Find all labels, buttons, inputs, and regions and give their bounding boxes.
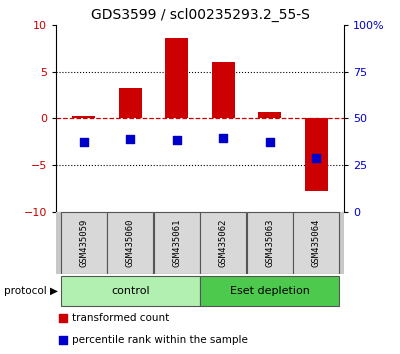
Text: GSM435059: GSM435059 [79, 219, 88, 267]
Text: GSM435063: GSM435063 [265, 219, 274, 267]
Point [174, 137, 180, 143]
Point [60, 337, 66, 343]
Text: Eset depletion: Eset depletion [230, 286, 310, 296]
Point [313, 155, 319, 160]
Title: GDS3599 / scl00235293.2_55-S: GDS3599 / scl00235293.2_55-S [90, 8, 310, 22]
Point [81, 139, 87, 145]
Point [60, 315, 66, 321]
Text: protocol ▶: protocol ▶ [4, 286, 58, 296]
Bar [247, 212, 293, 274]
Text: percentile rank within the sample: percentile rank within the sample [72, 335, 248, 345]
Point [220, 135, 226, 141]
Bar [72, 115, 96, 118]
Bar [119, 88, 142, 118]
Bar [200, 276, 339, 306]
Text: control: control [111, 286, 150, 296]
Point [127, 136, 134, 142]
Bar [61, 276, 200, 306]
Bar [258, 112, 281, 118]
Bar [154, 212, 200, 274]
Bar [293, 212, 339, 274]
Text: GSM435062: GSM435062 [219, 219, 228, 267]
Text: GSM435061: GSM435061 [172, 219, 181, 267]
Text: GSM435060: GSM435060 [126, 219, 135, 267]
Point [266, 139, 273, 145]
Bar [107, 212, 153, 274]
Text: GSM435064: GSM435064 [312, 219, 321, 267]
Text: transformed count: transformed count [72, 313, 169, 323]
Bar [61, 212, 107, 274]
Bar [200, 212, 246, 274]
Bar [165, 38, 188, 118]
Bar [212, 62, 235, 118]
Bar [304, 118, 328, 192]
